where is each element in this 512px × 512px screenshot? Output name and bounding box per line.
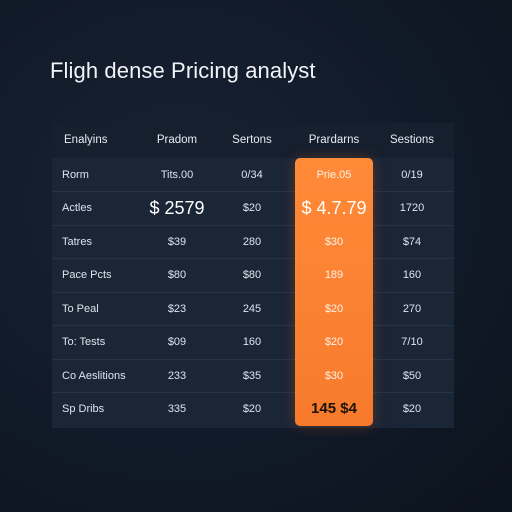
row-label: Rorm [62,169,89,181]
header-cell[interactable]: Sestions [389,134,435,146]
featured-cell: $30 [324,370,344,382]
featured-cell: $20 [324,303,344,315]
table-cell: $20 [242,202,262,214]
featured-cell: 145 $4 [311,400,357,417]
table-cell: $80 [242,269,262,281]
row-divider [52,359,454,360]
row-label: Sp Dribs [62,403,105,415]
table-cell: $ 2579 [149,198,205,218]
table-cell: 1720 [399,202,425,214]
table-cell: 270 [402,303,422,315]
table-cell: 160 [242,336,262,348]
table-cell: $35 [242,370,262,382]
table-cell: 245 [242,303,262,315]
table-cell: 0/19 [401,169,423,181]
row-divider [52,258,454,259]
table-cell: $80 [167,269,187,281]
table-cell: $39 [167,236,187,248]
table-header [52,123,454,158]
header-cell: Enalyins [64,134,108,146]
table-cell: 160 [402,269,422,281]
table-cell: 335 [167,403,187,415]
row-label: To Peal [62,303,99,315]
row-divider [52,191,454,192]
table-cell: $09 [167,336,187,348]
table-cell: $74 [402,236,422,248]
row-label: Pace Pcts [62,269,112,281]
row-label: Actles [62,202,92,214]
table-cell: 280 [242,236,262,248]
row-divider [52,225,454,226]
table-cell: $50 [402,370,422,382]
row-divider [52,292,454,293]
row-label: To: Tests [62,336,106,348]
pricing-table: Enalyins Pradom Sertons Prardarns Sestio… [52,123,454,428]
featured-cell: $30 [324,236,344,248]
table-cell: $23 [167,303,187,315]
page-title: Fligh dense Pricing analyst [50,58,316,83]
header-cell[interactable]: Prardarns [308,134,360,146]
table-body [52,158,454,428]
featured-plan-column[interactable] [295,158,373,426]
table-cell: $20 [402,403,422,415]
header-cell[interactable]: Pradom [156,134,198,146]
row-label: Co Aeslitions [62,370,126,382]
table-cell: 7/10 [401,336,423,348]
header-cell[interactable]: Sertons [232,134,272,146]
row-divider [52,392,454,393]
featured-cell: 189 [324,269,344,281]
table-cell: Tits.00 [160,169,194,181]
table-cell: 233 [167,370,187,382]
featured-cell: $ 4.7.79 [301,198,367,218]
row-divider [52,325,454,326]
table-cell: $20 [242,403,262,415]
featured-cell: Prie.05 [316,169,352,181]
featured-cell: $20 [324,336,344,348]
table-cell: 0/34 [241,169,263,181]
row-label: Tatres [62,236,92,248]
